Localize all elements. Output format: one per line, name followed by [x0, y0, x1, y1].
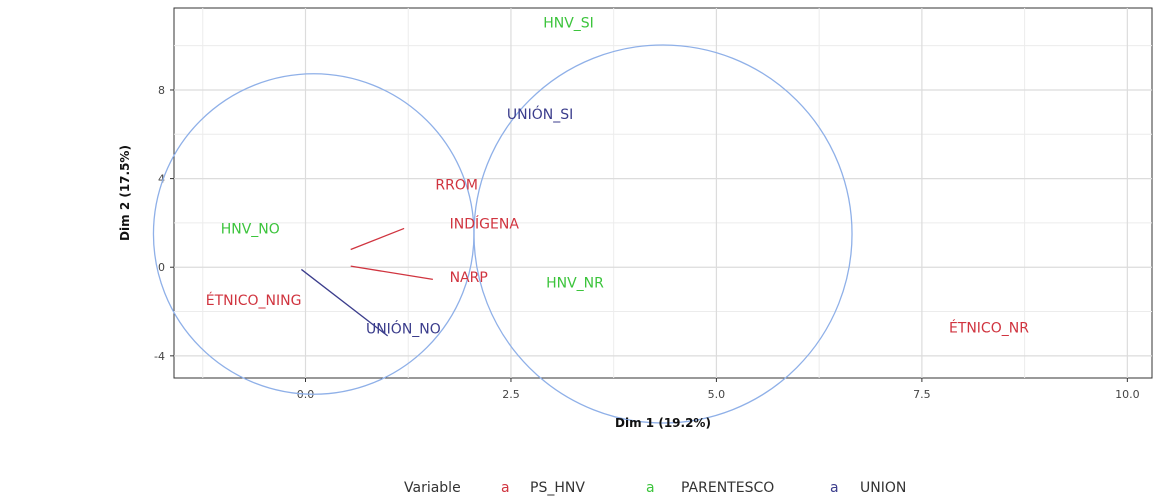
legend-entry-parentesco: PARENTESCO — [681, 480, 774, 496]
x-tick-label: 5.0 — [708, 388, 726, 401]
label-leader-line — [350, 265, 433, 281]
legend-entry-union: UNION — [860, 480, 906, 496]
y-tick-label: 4 — [158, 173, 165, 186]
plot-panel — [173, 7, 1153, 379]
y-tick-label: -4 — [154, 350, 165, 363]
y-tick-label: 0 — [158, 261, 165, 274]
circles-layer — [152, 44, 853, 424]
x-tick-label: 10.0 — [1115, 388, 1140, 401]
legend-entry-ps-hnv: PS_HNV — [530, 480, 585, 496]
point-label-étnico_ning: ÉTNICO_NING — [206, 292, 302, 309]
legend-key-parentesco: a — [646, 480, 655, 496]
legend-key-ps-hnv: a — [501, 480, 510, 496]
legend-key-union: a — [830, 480, 839, 496]
point-labels-layer: RROM INDÍGENA NARP ÉTNICO_NING ÉTNICO_NR HNV_… — [206, 16, 1029, 338]
x-axis-title: Dim 1 (19.2%) — [615, 416, 711, 430]
point-label-unión_si: UNIÓN_SI — [507, 105, 573, 123]
point-label-unión_no: UNIÓN_NO — [366, 319, 441, 337]
grid-minor — [174, 8, 1152, 378]
point-label-hnv_si: HNV_SI — [543, 16, 594, 32]
y-axis-title: Dim 2 (17.5%) — [118, 145, 132, 241]
x-tick-label: 2.5 — [502, 388, 520, 401]
x-tick-label: 7.5 — [913, 388, 931, 401]
point-label-étnico_nr: ÉTNICO_NR — [949, 319, 1029, 336]
label-leader-lines — [300, 227, 433, 337]
y-axis-ticks: -4 0 4 8 — [154, 84, 174, 363]
y-tick-label: 8 — [158, 84, 165, 97]
point-label-hnv_nr: HNV_NR — [546, 275, 604, 291]
legend-title: Variable — [404, 480, 461, 496]
point-label-narp: NARP — [450, 270, 488, 286]
label-leader-line — [300, 268, 389, 337]
point-label-rrom: RROM — [435, 177, 478, 193]
point-label-indígena: INDÍGENA — [450, 215, 520, 232]
label-leader-line — [350, 227, 405, 251]
cluster-circle — [473, 44, 853, 424]
legend: Variable a PS_HNV a PARENTESCO a UNION — [404, 480, 906, 496]
grid-major — [174, 8, 1152, 378]
point-label-hnv_no: HNV_NO — [221, 221, 280, 237]
x-axis-ticks: 0.0 2.5 5.0 7.5 10.0 — [297, 378, 1140, 401]
